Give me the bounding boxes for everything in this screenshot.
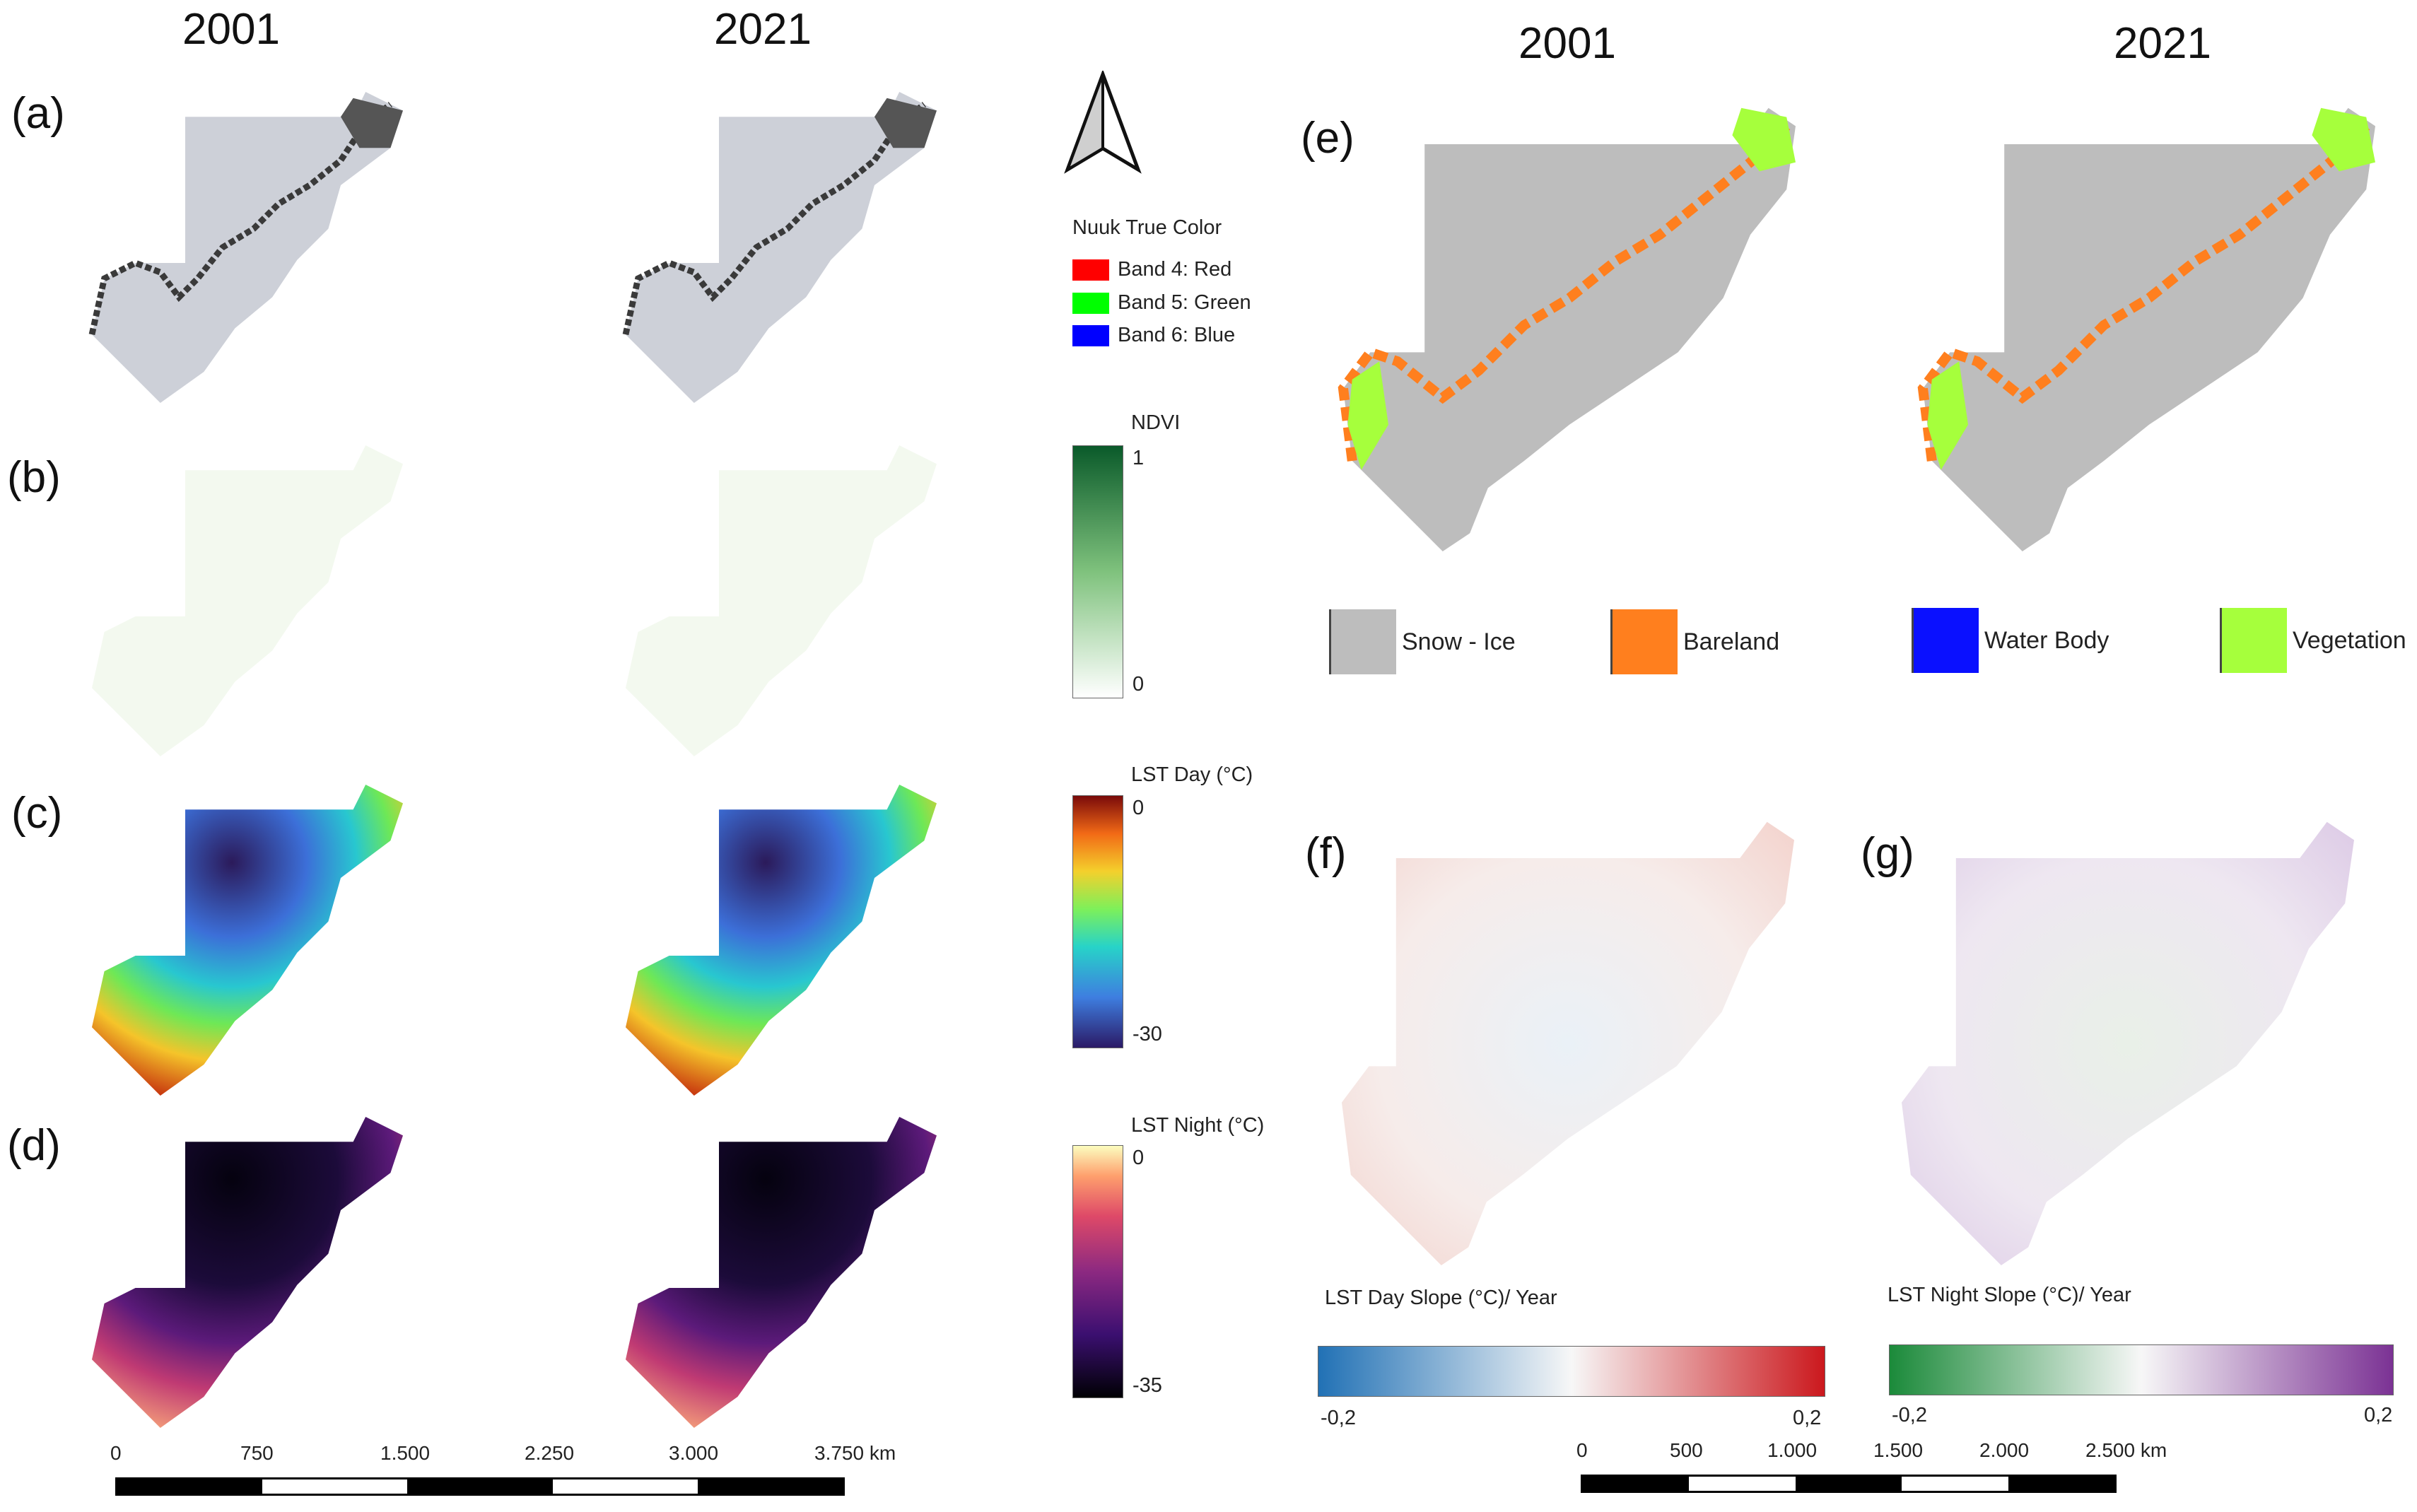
lst-day-slope-max: 0,2 [1793, 1407, 1822, 1429]
lst-day-colorbar [1072, 795, 1123, 1048]
scale-left-tick-0: 0 [110, 1442, 122, 1464]
year-2021-right: 2021 [2114, 19, 2211, 68]
scale-left-tick-4: 3.000 [669, 1442, 719, 1464]
scale-right-tick-3: 1.500 [1873, 1439, 1924, 1461]
map-lst-night-slope [1902, 821, 2354, 1265]
lst-night-slope-min: -0,2 [1892, 1404, 1927, 1426]
land-cover-vegetation: Vegetation [2220, 608, 2406, 673]
scale-left-tick-1: 750 [240, 1442, 274, 1464]
scale-right-tick-2: 1.000 [1767, 1439, 1818, 1461]
red-swatch [1072, 259, 1109, 281]
lst-day-slope-colorbar [1318, 1346, 1825, 1397]
year-2001-left: 2001 [182, 5, 280, 54]
lst-night-colorbar [1072, 1145, 1123, 1398]
year-2021-left: 2021 [714, 5, 812, 54]
lst-day-min: -30 [1133, 1023, 1162, 1045]
scale-right-tick-5: 2.500 km [2085, 1439, 2167, 1461]
lst-night-legend-title: LST Night (°C) [1131, 1114, 1265, 1137]
lst-night-min: -35 [1133, 1374, 1162, 1397]
ndvi-colorbar [1072, 445, 1123, 698]
map-lst-night-2001 [92, 1117, 403, 1428]
land-cover-bareland: Bareland [1610, 609, 1779, 674]
panel-label-e: (e) [1301, 114, 1354, 163]
panel-label-c: (c) [11, 789, 63, 838]
panel-label-f: (f) [1305, 829, 1347, 878]
map-true-color-2001 [88, 92, 403, 403]
map-lst-day-2021 [626, 785, 937, 1096]
panel-label-b: (b) [7, 453, 61, 502]
legend-band-green: Band 5: Green [1072, 291, 1251, 315]
vegetation-swatch [2220, 608, 2287, 673]
scale-right-tick-4: 2.000 [1979, 1439, 2030, 1461]
ndvi-min: 0 [1133, 673, 1145, 696]
ndvi-legend-title: NDVI [1131, 411, 1181, 434]
lst-day-slope-min: -0,2 [1321, 1407, 1356, 1429]
scale-left-tick-3: 2.250 [525, 1442, 575, 1464]
map-lst-night-2021 [626, 1117, 937, 1428]
map-lst-day-slope [1342, 821, 1794, 1265]
green-swatch [1072, 292, 1109, 314]
scale-bar-right [1581, 1475, 2117, 1493]
north-arrow-icon [1064, 71, 1142, 174]
scale-right-tick-0: 0 [1576, 1439, 1588, 1461]
year-2001-right: 2001 [1518, 19, 1616, 68]
true-color-legend-title: Nuuk True Color [1072, 216, 1222, 239]
scale-left-tick-5: 3.750 km [814, 1442, 896, 1464]
map-lst-day-2001 [92, 785, 403, 1096]
map-true-color-2021 [622, 92, 937, 403]
legend-band-blue: Band 6: Blue [1072, 324, 1235, 347]
land-cover-snow-ice: Snow - Ice [1329, 609, 1516, 674]
map-ndvi-2001 [92, 445, 403, 756]
snow-ice-swatch [1329, 609, 1396, 674]
map-land-cover-2001 [1338, 107, 1796, 551]
lst-day-max: 0 [1133, 797, 1145, 819]
map-ndvi-2021 [626, 445, 937, 756]
scale-bar-left [115, 1477, 845, 1496]
legend-band-red: Band 4: Red [1072, 258, 1231, 281]
lst-night-max: 0 [1133, 1147, 1145, 1169]
bareland-swatch [1610, 609, 1678, 674]
panel-label-d: (d) [7, 1121, 61, 1170]
lst-day-slope-title: LST Day Slope (°C)/ Year [1325, 1287, 1557, 1309]
scale-right-tick-1: 500 [1670, 1439, 1703, 1461]
blue-swatch [1072, 324, 1109, 346]
land-cover-water-body: Water Body [1912, 608, 2109, 673]
lst-night-slope-max: 0,2 [2364, 1404, 2393, 1426]
map-land-cover-2021 [1917, 107, 2375, 551]
panel-label-a: (a) [11, 89, 65, 138]
lst-night-slope-colorbar [1889, 1344, 2394, 1395]
ndvi-max: 1 [1133, 447, 1145, 469]
water-body-swatch [1912, 608, 1979, 673]
scale-left-tick-2: 1.500 [380, 1442, 431, 1464]
panel-label-g: (g) [1861, 829, 1914, 878]
lst-night-slope-title: LST Night Slope (°C)/ Year [1888, 1284, 2131, 1306]
lst-day-legend-title: LST Day (°C) [1131, 763, 1253, 786]
